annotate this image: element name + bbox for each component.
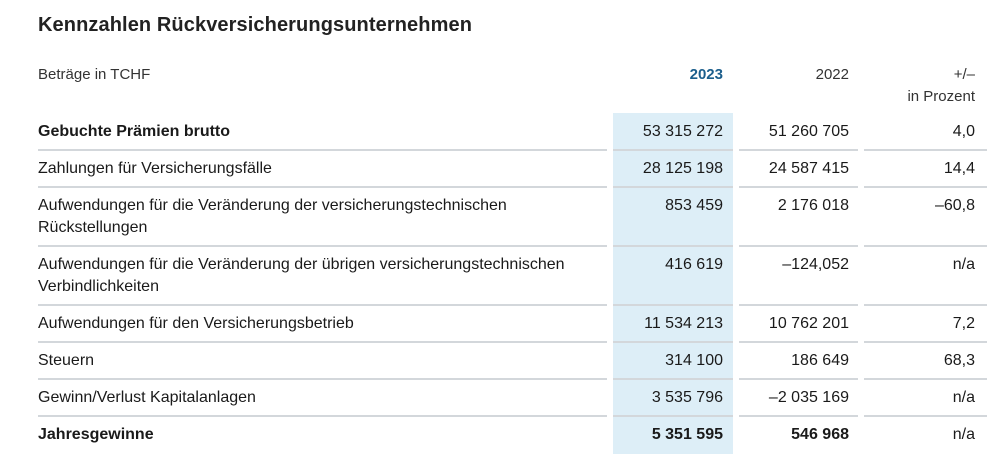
- row-value-2022: 2 176 018: [777, 197, 849, 214]
- header-amounts-label: Beträge in TCHF: [38, 66, 151, 83]
- row-value-2022: 186 649: [791, 352, 849, 369]
- header-change-unit: in Prozent: [907, 88, 975, 105]
- row-divider: [38, 149, 607, 151]
- row-divider: [613, 415, 733, 417]
- row-value-2022: –2 035 169: [768, 389, 849, 406]
- row-divider: [739, 341, 858, 343]
- row-value-2023: 853 459: [665, 197, 723, 214]
- row-value-2023: 314 100: [665, 352, 723, 369]
- row-divider: [739, 378, 858, 380]
- header-year-2023: 2023: [689, 66, 723, 83]
- row-value-change: 68,3: [943, 352, 975, 369]
- row-label: Gewinn/Verlust Kapitalanlagen: [38, 389, 256, 406]
- row-divider: [38, 245, 607, 247]
- row-value-change: 14,4: [943, 160, 975, 177]
- row-divider: [38, 415, 607, 417]
- row-divider: [38, 304, 607, 306]
- row-label: Aufwendungen für die Veränderung der ver…: [38, 197, 507, 236]
- row-value-2023: 3 535 796: [651, 389, 723, 406]
- row-value-2022: 24 587 415: [768, 160, 849, 177]
- row-divider: [38, 186, 607, 188]
- row-divider: [38, 378, 607, 380]
- row-divider: [613, 186, 733, 188]
- header-change-symbol: +/–: [953, 66, 975, 83]
- row-value-2023: 11 534 213: [644, 315, 723, 332]
- row-value-2023: 5 351 595: [651, 426, 723, 443]
- row-divider: [739, 186, 858, 188]
- row-divider: [613, 341, 733, 343]
- row-label: Gebuchte Prämien brutto: [38, 123, 231, 140]
- row-value-change: n/a: [952, 426, 975, 443]
- row-divider: [739, 149, 858, 151]
- row-divider: [864, 378, 987, 380]
- row-value-2022: 51 260 705: [768, 123, 849, 140]
- row-divider: [739, 245, 858, 247]
- row-divider: [864, 415, 987, 417]
- row-divider: [613, 149, 733, 151]
- row-divider: [739, 415, 858, 417]
- row-divider: [864, 245, 987, 247]
- row-divider: [613, 245, 733, 247]
- row-divider: [864, 149, 987, 151]
- row-value-2023: 416 619: [665, 256, 723, 273]
- row-value-2022: –124,052: [782, 256, 849, 273]
- row-value-change: 4,0: [952, 123, 975, 140]
- row-divider: [613, 378, 733, 380]
- table-title: Kennzahlen Rückversicherungsunternehmen: [38, 14, 473, 36]
- row-divider: [38, 341, 607, 343]
- row-value-2022: 546 968: [791, 426, 849, 443]
- row-label: Steuern: [38, 352, 95, 369]
- row-value-change: –60,8: [934, 197, 975, 214]
- row-divider: [864, 304, 987, 306]
- row-label: Zahlungen für Versicherungsfälle: [38, 160, 272, 177]
- header-year-2022: 2022: [815, 66, 849, 83]
- row-label: Aufwendungen für den Versicherungsbetrie…: [38, 315, 354, 332]
- row-divider: [864, 341, 987, 343]
- row-label: Jahresgewinne: [38, 426, 154, 443]
- highlight-column-2023: [613, 113, 733, 454]
- row-value-2023: 53 315 272: [642, 123, 723, 140]
- row-divider: [613, 304, 733, 306]
- row-value-change: n/a: [952, 256, 975, 273]
- row-label: Aufwendungen für die Veränderung der übr…: [38, 256, 565, 295]
- row-divider: [739, 304, 858, 306]
- row-value-2022: 10 762 201: [768, 315, 849, 332]
- row-value-2023: 28 125 198: [642, 160, 723, 177]
- row-value-change: 7,2: [952, 315, 975, 332]
- row-divider: [864, 186, 987, 188]
- row-value-change: n/a: [952, 389, 975, 406]
